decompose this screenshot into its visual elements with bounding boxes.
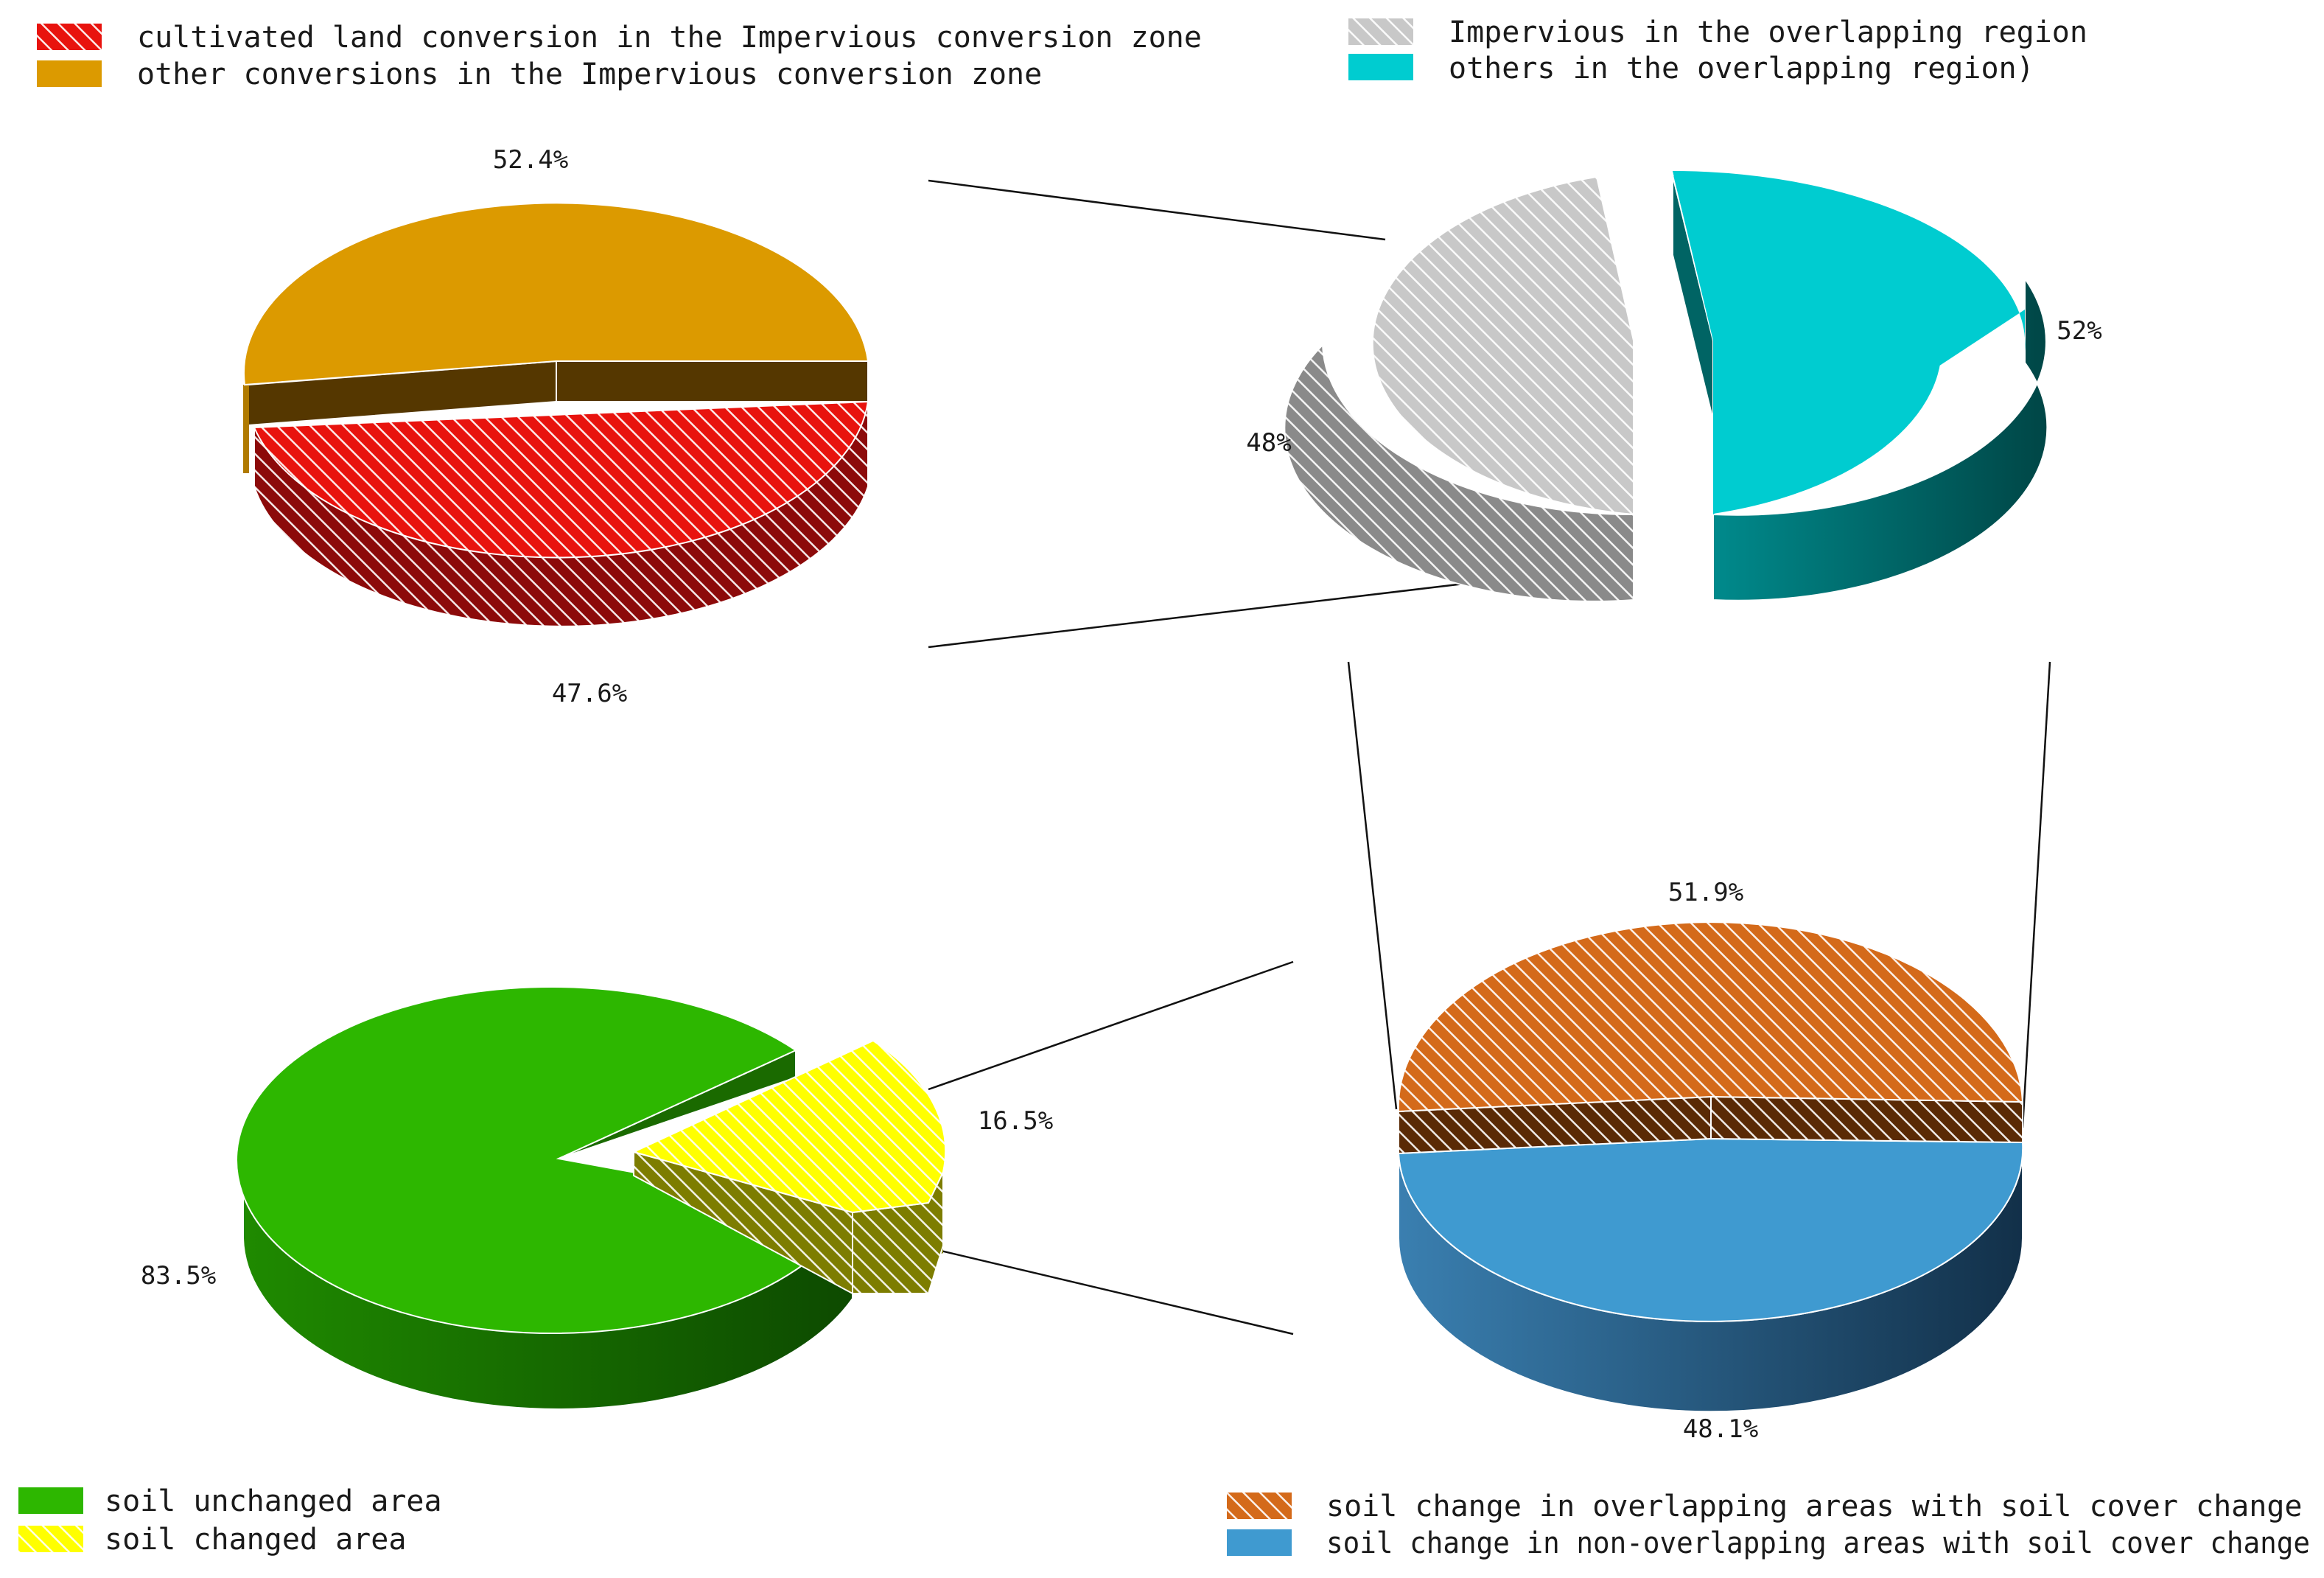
- legend-top-left: cultivated land conversion in the Imperv…: [37, 21, 1202, 91]
- legend-label-overlap: soil change in overlapping areas with so…: [1326, 1490, 2303, 1523]
- legend-label-changed: soil changed area: [105, 1523, 406, 1557]
- legend-swatch-others: [1348, 54, 1413, 80]
- percentage-labels: 52.4% 47.6% 48% 52% 83.5% 16.5% 51.9% 48…: [141, 145, 2102, 1444]
- pie2-slice-others-side: [1712, 276, 2048, 601]
- pie-soil-cover-change: [1397, 921, 2024, 1413]
- pie2-label-others: 52%: [2057, 316, 2101, 346]
- pie1-label-cultivated: 47.6%: [552, 679, 627, 708]
- pie3-slice-unchanged: [236, 985, 854, 1334]
- pie4-slice-nonoverlap: [1397, 1137, 2024, 1322]
- pie-overlapping-region: [1284, 171, 2048, 602]
- legend-label-cultivated: cultivated land conversion in the Imperv…: [137, 21, 1202, 55]
- legend-swatch-nonoverlap: [1227, 1529, 1292, 1556]
- pie1-label-other: 52.4%: [493, 145, 568, 175]
- legend-label-other: other conversions in the Impervious conv…: [137, 57, 1042, 91]
- legend-label-impervious: Impervious in the overlapping region: [1449, 15, 2087, 49]
- legend-label-others: others in the overlapping region): [1449, 52, 2034, 85]
- pie3-label-changed: 16.5%: [978, 1106, 1053, 1136]
- pie3-label-unchanged: 83.5%: [141, 1261, 216, 1291]
- legend-bottom-left: soil unchanged area soil changed area: [18, 1484, 442, 1557]
- pie4-label-overlap: 51.9%: [1668, 878, 1743, 907]
- legend-swatch-unchanged: [18, 1487, 83, 1514]
- pie-soil-change: [236, 985, 947, 1411]
- legend-bottom-right: soil change in overlapping areas with so…: [1227, 1490, 2310, 1560]
- legend-top-right: Impervious in the overlapping region oth…: [1348, 15, 2087, 85]
- pie4-label-nonoverlap: 48.1%: [1683, 1414, 1758, 1444]
- pie1-slice-other: [243, 202, 869, 386]
- legend-swatch-other: [37, 60, 102, 87]
- legend-label-unchanged: soil unchanged area: [105, 1484, 442, 1518]
- pie2-label-impervious: 48%: [1246, 428, 1291, 458]
- pie-impervious-conversion-zone: [243, 202, 869, 627]
- legend-label-nonoverlap: soil change in non-overlapping areas wit…: [1326, 1526, 2310, 1560]
